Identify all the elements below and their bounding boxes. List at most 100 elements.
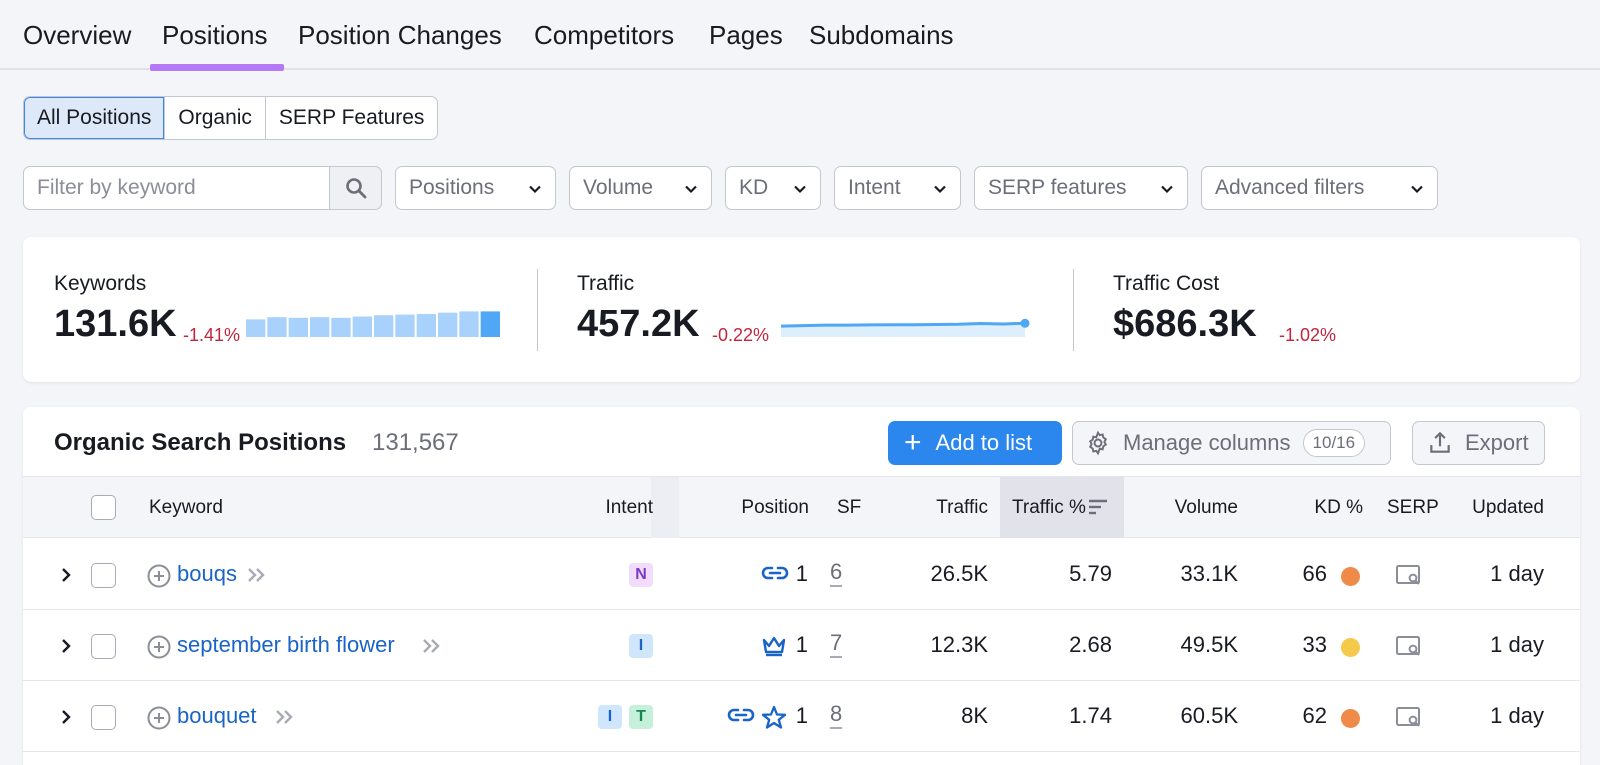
- sort-descending-icon[interactable]: [1087, 497, 1109, 517]
- col-intent[interactable]: Intent: [605, 497, 653, 518]
- segment-serp-features[interactable]: SERP Features: [278, 106, 425, 129]
- keyword-link[interactable]: bouquet: [177, 703, 257, 728]
- traffic-pct-value: 5.79: [1069, 561, 1112, 586]
- traffic-value: 12.3K: [930, 632, 989, 657]
- segment-organic[interactable]: Organic: [165, 97, 266, 139]
- chevron-right-icon[interactable]: [59, 566, 73, 584]
- traffic-cost-value: $686.3K: [1113, 303, 1257, 345]
- kd-value: 33: [1302, 632, 1327, 657]
- search-icon: [345, 178, 366, 199]
- keywords-trend-bar: [395, 314, 415, 337]
- keywords-trend-bar: [459, 311, 479, 337]
- updated-value: 1 day: [1490, 703, 1544, 728]
- row-checkbox[interactable]: [91, 705, 116, 730]
- tab-overview[interactable]: Overview: [23, 20, 132, 50]
- volume-value: 49.5K: [1180, 632, 1239, 657]
- col-volume[interactable]: Volume: [1174, 497, 1238, 518]
- traffic-trend-area: [781, 323, 1025, 337]
- traffic-trend-line[interactable]: [781, 305, 1035, 337]
- positions-dropdown-label: Positions: [409, 176, 495, 199]
- select-all-checkbox[interactable]: [91, 495, 116, 520]
- volume-value: 33.1K: [1180, 561, 1239, 586]
- serp-feature-marker[interactable]: [727, 705, 755, 730]
- col-traffic-pct[interactable]: Traffic %: [1012, 497, 1086, 518]
- traffic-delta[interactable]: -0.22%: [712, 325, 770, 345]
- advanced-filters-dropdown[interactable]: Advanced filters: [1201, 166, 1438, 210]
- chevron-down-icon: [1161, 185, 1173, 194]
- keywords-trend-bar: [438, 312, 458, 337]
- double-chevron-right-icon[interactable]: [245, 566, 269, 584]
- serp-feature-marker[interactable]: [761, 563, 789, 588]
- tab-position-changes[interactable]: Position Changes: [298, 20, 502, 50]
- traffic-trend-endpoint: [1020, 318, 1030, 328]
- search-button[interactable]: [329, 166, 382, 210]
- col-kd[interactable]: KD %: [1314, 497, 1363, 518]
- updated-value: 1 day: [1490, 561, 1544, 586]
- keyword-link[interactable]: bouqs: [177, 561, 237, 586]
- active-tab-indicator: [150, 64, 284, 71]
- intent-dropdown[interactable]: Intent: [834, 166, 961, 210]
- segment-all-positions[interactable]: All Positions: [24, 97, 166, 139]
- positions-dropdown[interactable]: Positions: [395, 166, 556, 210]
- intent-badge[interactable]: I: [598, 705, 622, 729]
- col-serp[interactable]: SERP: [1387, 497, 1439, 518]
- serp-features-dropdown[interactable]: SERP features: [974, 166, 1188, 210]
- chevron-right-icon[interactable]: [59, 708, 73, 726]
- positions-table-panel: Organic Search Positions 131,567 + Add t…: [23, 407, 1580, 765]
- kd-dropdown[interactable]: KD: [725, 166, 821, 210]
- keywords-delta[interactable]: -1.41%: [183, 325, 241, 345]
- traffic-cost-delta[interactable]: -1.02%: [1279, 325, 1337, 345]
- row-checkbox[interactable]: [91, 634, 116, 659]
- kd-difficulty-dot: [1341, 709, 1360, 728]
- table-row[interactable]: september birth flower I 1 7 12.3K 2.68 …: [23, 610, 1580, 681]
- traffic-value: 8K: [961, 703, 988, 728]
- sf-count[interactable]: 7: [830, 632, 843, 658]
- serp-snapshot-icon[interactable]: [1395, 563, 1423, 587]
- chevron-right-icon[interactable]: [59, 637, 73, 655]
- col-keyword[interactable]: Keyword: [149, 497, 223, 518]
- row-checkbox[interactable]: [91, 563, 116, 588]
- double-chevron-right-icon[interactable]: [273, 708, 297, 726]
- add-to-list-label: Add to list: [935, 430, 1033, 455]
- divider: [1073, 269, 1074, 351]
- col-traffic[interactable]: Traffic: [936, 497, 988, 518]
- keywords-trend-bar: [288, 317, 308, 337]
- double-chevron-right-icon[interactable]: [420, 637, 444, 655]
- add-circle-icon[interactable]: [146, 563, 172, 589]
- col-updated[interactable]: Updated: [1472, 497, 1544, 518]
- tab-pages[interactable]: Pages: [709, 20, 783, 50]
- position-value: 1: [795, 703, 808, 728]
- sf-count[interactable]: 8: [830, 703, 843, 729]
- tab-subdomains[interactable]: Subdomains: [809, 20, 954, 50]
- serp-feature-marker[interactable]: [761, 634, 787, 663]
- col-sf[interactable]: SF: [837, 497, 862, 518]
- plus-icon: +: [904, 426, 922, 459]
- add-circle-icon[interactable]: [146, 634, 172, 660]
- sf-count[interactable]: 6: [830, 561, 843, 587]
- keyword-link[interactable]: september birth flower: [177, 632, 395, 657]
- keywords-trend-bars[interactable]: [246, 305, 500, 337]
- chevron-down-icon: [934, 185, 946, 194]
- intent-badge[interactable]: I: [629, 634, 653, 658]
- serp-snapshot-icon[interactable]: [1395, 634, 1423, 658]
- tab-positions[interactable]: Positions: [162, 20, 268, 50]
- keyword-filter-input[interactable]: [23, 166, 330, 210]
- intent-badge[interactable]: T: [629, 705, 653, 729]
- volume-dropdown[interactable]: Volume: [569, 166, 712, 210]
- export-button[interactable]: Export: [1412, 421, 1545, 465]
- serp-snapshot-icon[interactable]: [1395, 705, 1423, 729]
- intent-dropdown-label: Intent: [848, 176, 901, 199]
- tab-competitors[interactable]: Competitors: [534, 20, 675, 50]
- columns-count-badge: 10/16: [1302, 429, 1366, 457]
- manage-columns-button[interactable]: Manage columns 10/16: [1072, 421, 1391, 465]
- table-row[interactable]: bouqs N 1 6 26.5K 5.79 33.1K 66 1 day: [23, 539, 1580, 610]
- serp-feature-marker[interactable]: [761, 705, 787, 734]
- position-type-switch: All Positions Organic SERP Features: [23, 96, 439, 140]
- kd-value: 66: [1302, 561, 1327, 586]
- kd-value: 62: [1302, 703, 1327, 728]
- col-position[interactable]: Position: [741, 497, 809, 518]
- add-to-list-button[interactable]: + Add to list: [888, 421, 1062, 465]
- intent-badge[interactable]: N: [629, 563, 653, 587]
- add-circle-icon[interactable]: [146, 705, 172, 731]
